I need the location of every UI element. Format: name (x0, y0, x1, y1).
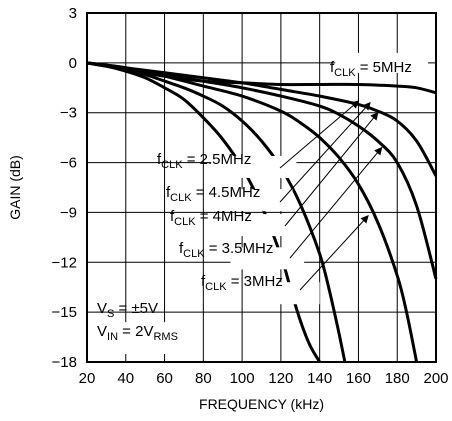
y-tick-label: −15 (52, 304, 77, 321)
x-tick-label: 160 (346, 370, 371, 387)
series-label-4mhz: fCLK = 4MHz (170, 208, 252, 228)
x-tick-label: 200 (423, 370, 448, 387)
supply-voltage-note: VS = ±5V (97, 300, 158, 320)
y-tick-label: −9 (60, 204, 77, 221)
tick-labels: 20 40 60 80 100 120 140 160 180 200 3 0 −3 −6 −9 −12 −15… (52, 5, 449, 387)
x-tick-label: 60 (156, 370, 173, 387)
pointer-arrow-1 (279, 100, 360, 169)
series-lines (86, 61, 438, 363)
pointer-arrow-4 (289, 146, 383, 259)
label-box-5mhz (335, 52, 428, 73)
series-label-4-5mhz: fCLK = 4.5MHz (166, 184, 260, 204)
x-tick-label: 20 (79, 370, 96, 387)
y-tick-label: −6 (60, 155, 77, 172)
y-tick-label: −18 (52, 354, 77, 371)
series-label-5mhz: fCLK = 5MHz (330, 59, 412, 79)
x-tick-label: 140 (307, 370, 332, 387)
y-tick-label: −3 (60, 105, 77, 122)
x-tick-label: 40 (117, 370, 134, 387)
series-line-5 (86, 61, 438, 177)
y-tick-label: −12 (52, 254, 77, 271)
series-line-4 (86, 61, 438, 280)
annotations (90, 52, 428, 354)
x-tick-label: 80 (195, 370, 212, 387)
x-tick-label: 180 (385, 370, 410, 387)
series-line-1 (86, 61, 322, 363)
series-label-2-5mhz: fCLK = 2.5MHz (157, 151, 251, 171)
pointer-arrow-3 (284, 111, 379, 227)
label-box-3-5mhz (230, 247, 305, 270)
label-box-4-5mhz (218, 189, 293, 212)
label-box-2-5mhz (211, 155, 297, 178)
pointer-arrow-5 (299, 215, 369, 291)
conditions-box (90, 322, 177, 354)
x-tick-label: 120 (268, 370, 293, 387)
plot-frame (86, 12, 437, 363)
y-tick-label: 3 (69, 5, 77, 22)
x-axis-title: FREQUENCY (kHz) (199, 396, 324, 412)
y-tick-label: 0 (69, 55, 77, 72)
x-tick-label: 100 (230, 370, 255, 387)
label-box-4mhz (222, 214, 285, 237)
series-label-3mhz: fCLK = 3MHz (201, 273, 283, 293)
pointer-arrow-2 (279, 102, 371, 203)
series-line-6 (86, 61, 437, 95)
input-voltage-note: VIN = 2VRMS (97, 323, 178, 343)
series-label-3-5mhz: fCLK = 3.5MHz (179, 240, 273, 260)
y-axis-title: GAIN (dB) (7, 155, 23, 220)
